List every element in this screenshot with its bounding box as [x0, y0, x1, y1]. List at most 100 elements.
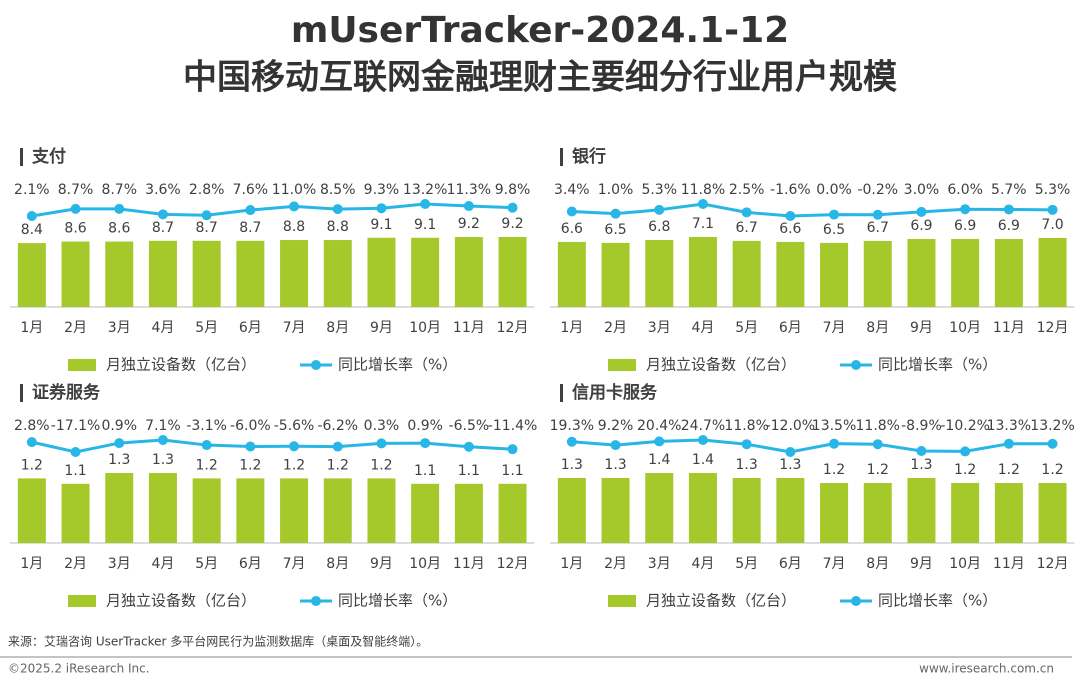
- line-point: [376, 203, 387, 214]
- bar: [498, 237, 527, 307]
- bar-label: 1.1: [414, 463, 436, 479]
- line-point: [114, 438, 125, 449]
- bar-label: 1.2: [1041, 462, 1063, 478]
- x-tick-label: 8月: [326, 556, 349, 572]
- bar-label: 1.1: [64, 463, 86, 479]
- line-point: [114, 203, 125, 214]
- bar: [863, 483, 892, 543]
- bar: [776, 241, 805, 307]
- legend-label: 同比增长率（%）: [878, 356, 997, 374]
- bar: [454, 483, 483, 543]
- bar: [17, 243, 46, 307]
- line-point: [566, 206, 577, 217]
- bar: [280, 478, 309, 543]
- line-point: [654, 204, 665, 215]
- x-tick-label: 5月: [195, 320, 218, 336]
- line-label: 3.0%: [904, 182, 940, 198]
- bar-label: 1.3: [604, 457, 626, 473]
- bar-label: 6.9: [954, 218, 976, 234]
- x-tick-label: 12月: [1037, 320, 1069, 336]
- bar: [17, 478, 46, 543]
- line-label: 2.8%: [189, 182, 225, 198]
- x-tick-label: 10月: [949, 320, 981, 336]
- x-tick-label: 11月: [453, 320, 485, 336]
- source: 来源：艾瑞咨询 UserTracker 多平台网民行为监测数据库（桌面及智能终端…: [8, 634, 428, 649]
- x-tick-label: 2月: [64, 320, 87, 336]
- bar: [820, 483, 849, 543]
- legend-swatch: [608, 359, 636, 371]
- x-tick-label: 11月: [993, 320, 1025, 336]
- bar-label: 6.6: [561, 221, 583, 237]
- line-label: -6.0%: [230, 418, 271, 434]
- line-label: 0.9%: [407, 418, 443, 434]
- bar: [105, 241, 134, 307]
- line-label: 5.7%: [991, 182, 1027, 198]
- legend-swatch: [608, 595, 636, 607]
- x-tick-label: 2月: [604, 320, 627, 336]
- line-point: [1003, 438, 1014, 449]
- bar: [994, 483, 1023, 543]
- legend-label: 同比增长率（%）: [338, 592, 457, 610]
- line-label: -10.2%: [940, 418, 990, 434]
- line-point: [697, 199, 708, 209]
- line-point: [332, 204, 343, 215]
- line-label: -1.6%: [770, 182, 811, 198]
- bar: [776, 478, 805, 543]
- bar-label: 1.2: [21, 457, 43, 473]
- bar: [907, 478, 936, 543]
- bar-label: 8.7: [152, 220, 174, 236]
- x-tick-label: 8月: [866, 556, 889, 572]
- bar: [498, 483, 527, 543]
- line-point: [916, 445, 927, 456]
- x-tick-label: 9月: [910, 556, 933, 572]
- legend-label: 月独立设备数（亿台）: [106, 592, 256, 610]
- bar: [280, 240, 309, 307]
- x-tick-label: 10月: [409, 556, 441, 572]
- website: www.iresearch.com.cn: [919, 662, 1054, 676]
- x-tick-label: 4月: [691, 320, 714, 336]
- bar: [907, 238, 936, 307]
- bar: [732, 240, 761, 307]
- x-tick-label: 11月: [993, 556, 1025, 572]
- bar: [994, 238, 1023, 307]
- line-point: [829, 438, 840, 449]
- bar: [61, 483, 90, 543]
- bar-label: 6.9: [910, 218, 932, 234]
- line: [571, 438, 1053, 454]
- x-tick-label: 9月: [370, 320, 393, 336]
- line-label: -17.1%: [51, 418, 101, 434]
- title: mUserTracker-2024.1-12: [291, 10, 789, 51]
- line-point: [785, 211, 796, 221]
- bar-label: 6.6: [779, 221, 801, 237]
- bar-label: 1.2: [196, 457, 218, 473]
- x-tick-label: 1月: [20, 556, 43, 572]
- bar-label: 1.1: [501, 463, 523, 479]
- bar-label: 1.3: [108, 452, 130, 468]
- bar-label: 8.4: [21, 222, 43, 238]
- line-point: [245, 205, 256, 216]
- line-point: [1047, 438, 1058, 449]
- line-point: [566, 436, 577, 447]
- line-point: [26, 437, 37, 448]
- bar: [951, 238, 980, 307]
- line-label: -6.5%: [449, 418, 490, 434]
- heading-bar: [20, 384, 23, 402]
- line-point: [697, 435, 708, 445]
- line-point: [376, 438, 387, 449]
- x-tick-label: 5月: [735, 320, 758, 336]
- x-tick-label: 7月: [823, 556, 846, 572]
- line-label: 9.2%: [598, 418, 634, 434]
- heading-bar: [560, 148, 563, 166]
- x-tick-label: 1月: [560, 320, 583, 336]
- x-tick-label: 3月: [648, 320, 671, 336]
- bar: [557, 478, 586, 543]
- x-tick-label: 7月: [283, 556, 306, 572]
- bar-label: 8.7: [196, 220, 218, 236]
- x-tick-label: 9月: [910, 320, 933, 336]
- line-point: [1003, 204, 1014, 215]
- x-tick-label: 3月: [108, 556, 131, 572]
- line-label: -5.6%: [274, 418, 315, 434]
- line-point: [610, 440, 621, 451]
- bar-label: 6.5: [604, 222, 626, 238]
